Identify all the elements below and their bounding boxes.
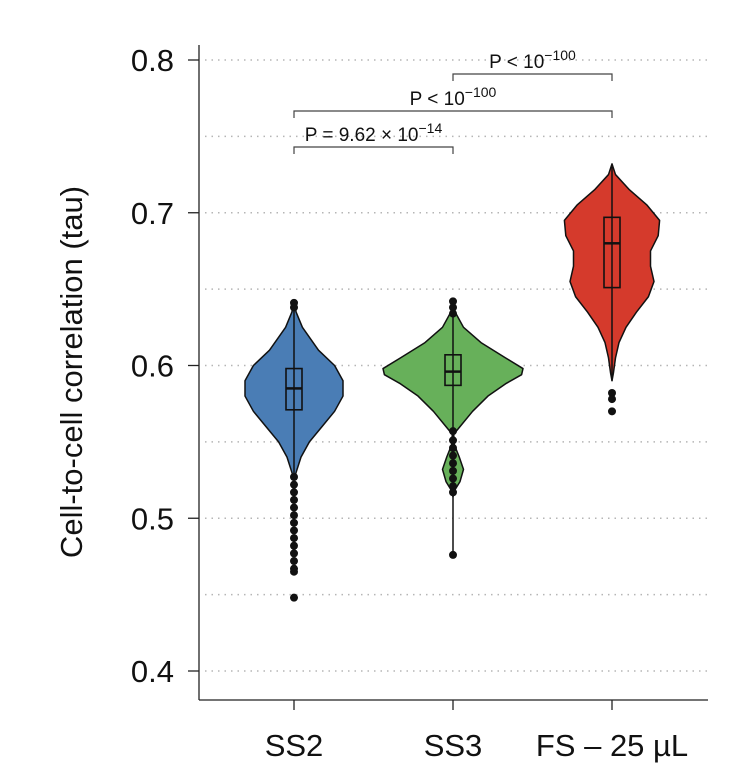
outlier-point — [449, 550, 457, 559]
box — [444, 354, 462, 387]
outlier-point — [290, 488, 298, 497]
outlier-point — [449, 443, 457, 452]
p-value-label: P = 9.62 × 10−14 — [305, 120, 443, 146]
p-value-label: P < 10−100 — [489, 47, 576, 73]
p-value-text: P < 10 — [410, 89, 465, 110]
y-tick-label: 0.5 — [131, 501, 174, 536]
violin-group — [563, 163, 661, 416]
p-value-text: P < 10 — [489, 52, 544, 73]
y-tick-label: 0.6 — [131, 349, 174, 384]
outlier-point — [608, 407, 616, 416]
outlier-point — [449, 427, 457, 436]
outlier-point — [290, 303, 298, 312]
outlier-point — [449, 303, 457, 312]
outlier-point — [449, 297, 457, 306]
y-tick-label: 0.7 — [131, 196, 174, 231]
outlier-point — [449, 482, 457, 491]
outlier-point — [290, 534, 298, 543]
outlier-point — [290, 518, 298, 527]
outlier-point — [290, 480, 298, 489]
outlier-point — [608, 395, 616, 404]
significance-bracket — [293, 110, 613, 118]
y-axis-label: Cell-to-cell correlation (tau) — [54, 186, 89, 558]
outlier-point — [449, 309, 457, 318]
x-tick-label: FS – 25 µL — [536, 728, 688, 763]
significance-bracket — [452, 73, 613, 81]
p-value-exponent: −14 — [419, 120, 443, 136]
box — [603, 216, 621, 289]
violin-group — [244, 298, 344, 602]
violin-group — [382, 297, 524, 559]
outlier-point — [290, 526, 298, 535]
outlier-point — [449, 459, 457, 468]
outlier-point — [290, 495, 298, 504]
p-value-label: P < 10−100 — [410, 84, 497, 110]
outlier-point — [449, 466, 457, 475]
p-value-exponent: −100 — [465, 84, 497, 100]
significance-bracket — [293, 146, 454, 154]
y-tick-label: 0.4 — [131, 654, 174, 689]
x-tick-label: SS3 — [424, 728, 483, 763]
x-tick-label: SS2 — [265, 728, 324, 763]
outlier-point — [290, 503, 298, 512]
outlier-point — [290, 473, 298, 482]
outlier-point — [290, 549, 298, 558]
outlier-point — [449, 436, 457, 445]
outlier-point — [290, 593, 298, 602]
outlier-point — [290, 567, 298, 576]
y-tick-label: 0.8 — [131, 43, 174, 78]
outlier-point — [449, 488, 457, 497]
p-value-text: P = 9.62 × 10 — [305, 125, 419, 146]
outlier-point — [449, 451, 457, 460]
outlier-point — [290, 511, 298, 520]
outlier-point — [449, 474, 457, 483]
outlier-point — [290, 541, 298, 550]
p-value-exponent: −100 — [544, 47, 576, 63]
outlier-point — [290, 557, 298, 566]
outlier-point — [608, 388, 616, 397]
